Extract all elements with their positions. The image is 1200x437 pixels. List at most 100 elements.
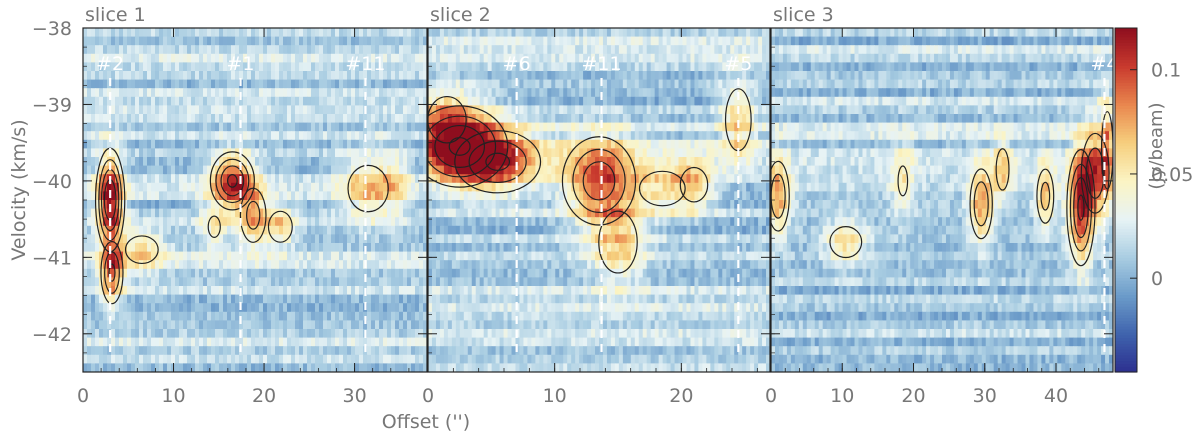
colorbar-step	[1115, 73, 1137, 78]
colorbar-step	[1115, 56, 1137, 61]
colorbar-step	[1115, 171, 1137, 175]
colorbar-step	[1115, 225, 1137, 230]
contour-line	[124, 235, 159, 265]
colorbar-step	[1115, 71, 1137, 75]
x-tick-label: 0	[422, 385, 434, 407]
contour-line	[209, 151, 255, 211]
colorbar-step	[1115, 168, 1137, 172]
colorbar-step	[1115, 351, 1137, 356]
colorbar-step	[1115, 306, 1137, 310]
colorbar-step	[1115, 311, 1137, 316]
colorbar-step	[1115, 237, 1137, 241]
contour-line	[582, 161, 616, 201]
x-tick-label: 10	[830, 385, 854, 407]
colorbar: 0 0.05 0.1	[1114, 27, 1193, 373]
contour-line	[1066, 149, 1096, 267]
colorbar-step	[1115, 145, 1137, 149]
colorbar-step	[1115, 59, 1137, 63]
colorbar-step	[1115, 366, 1137, 370]
colorbar-step	[1115, 277, 1137, 281]
colorbar-step	[1115, 119, 1137, 124]
colorbar-step	[1115, 50, 1137, 55]
contour-line	[995, 148, 1010, 191]
source-marker-label: #11	[581, 53, 621, 75]
colorbar-step	[1115, 114, 1137, 118]
colorbar-step	[1115, 220, 1137, 224]
contour-line	[1036, 168, 1055, 224]
colorbar-tick-label: 0.1	[1151, 60, 1181, 82]
colorbar-step	[1115, 39, 1137, 43]
colorbar-step	[1115, 300, 1137, 304]
colorbar-step	[1115, 179, 1137, 184]
colorbar-step	[1115, 36, 1137, 41]
colorbar-step	[1115, 191, 1137, 195]
contour-line	[347, 164, 389, 213]
x-tick-label: 20	[669, 385, 693, 407]
x-tick-label: 0	[77, 385, 89, 407]
contour-line	[638, 170, 686, 207]
panel-title: slice 2	[430, 4, 491, 26]
y-tick-label: −41	[32, 247, 72, 269]
colorbar-step	[1115, 122, 1137, 127]
y-axis-label: Velocity (km/s)	[8, 119, 30, 260]
colorbar-step	[1115, 134, 1137, 138]
colorbar-step	[1115, 45, 1137, 49]
colorbar-step	[1115, 116, 1137, 121]
colorbar-step	[1115, 343, 1137, 347]
colorbar-step	[1115, 331, 1137, 336]
colorbar-step	[1115, 257, 1137, 261]
colorbar-step	[1115, 154, 1137, 158]
colorbar-step	[1115, 165, 1137, 170]
colorbar-step	[1115, 157, 1137, 161]
colorbar-step	[1115, 85, 1137, 89]
source-marker-label: #4	[1090, 53, 1118, 75]
x-tick-label: 30	[342, 385, 366, 407]
contour-line	[207, 215, 221, 238]
contour-line	[1085, 147, 1105, 199]
colorbar-step	[1115, 303, 1137, 307]
colorbar-step	[1115, 205, 1137, 210]
panels-group: #2 #1 #11 slice 1 0 10 20 30 #6 #11 #5 slice 2 0 10 20…	[77, 4, 1119, 407]
contour-line	[428, 105, 509, 188]
panel-2: #6 #11 #5 slice 2 0 10 20	[422, 4, 771, 407]
colorbar-step	[1115, 96, 1137, 101]
contour-line	[973, 181, 989, 227]
colorbar-step	[1115, 251, 1137, 256]
colorbar-step	[1115, 30, 1137, 35]
panel-3-contours	[771, 111, 1113, 267]
contour-line	[572, 148, 626, 213]
contour-line	[598, 210, 638, 274]
colorbar-step	[1115, 128, 1137, 132]
colorbar-step	[1115, 308, 1137, 313]
contour-line	[454, 130, 542, 194]
colorbar-step	[1115, 142, 1137, 147]
colorbar-step	[1115, 105, 1137, 109]
panel-title: slice 1	[85, 4, 146, 26]
contour-line	[215, 158, 250, 204]
contour-line	[1040, 181, 1051, 211]
colorbar-step	[1115, 177, 1137, 181]
colorbar-step	[1115, 297, 1137, 301]
panel-3: #4 slice 3 0 10 20 30 40	[765, 4, 1119, 407]
colorbar-step	[1115, 268, 1137, 273]
colorbar-step	[1115, 260, 1137, 264]
colorbar-step	[1115, 185, 1137, 190]
contour-line	[104, 251, 120, 294]
contour-line	[428, 95, 467, 144]
colorbar-step	[1115, 360, 1137, 364]
contour-line	[246, 200, 261, 230]
contour-line	[1080, 132, 1110, 214]
x-tick-label: 20	[901, 385, 925, 407]
colorbar-step	[1115, 357, 1137, 362]
colorbar-step	[1115, 28, 1137, 32]
colorbar-step	[1115, 271, 1137, 276]
x-tick-label: 40	[1044, 385, 1068, 407]
colorbar-step	[1115, 162, 1137, 167]
colorbar-step	[1115, 243, 1137, 247]
contour-line	[897, 165, 909, 197]
colorbar-step	[1115, 62, 1137, 66]
colorbar-step	[1115, 125, 1137, 129]
colorbar-step	[1115, 283, 1137, 287]
colorbar-step	[1115, 202, 1137, 207]
